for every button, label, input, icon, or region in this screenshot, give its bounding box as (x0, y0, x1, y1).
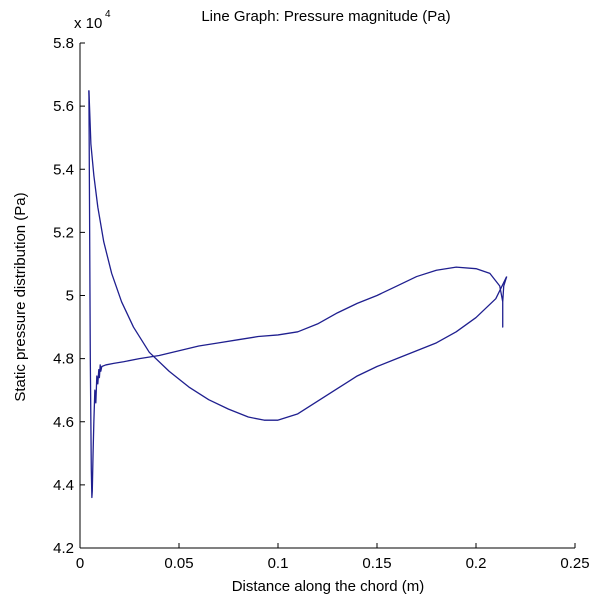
y-tick-label: 4.6 (53, 414, 74, 431)
x-tick-label: 0.25 (560, 555, 589, 572)
y-multiplier-exponent: 4 (105, 9, 111, 20)
y-tick-label: 4.8 (53, 351, 74, 368)
y-tick-label: 5.2 (53, 224, 74, 241)
y-multiplier-base: x 10 (74, 15, 102, 32)
x-tick-label: 0 (76, 555, 84, 572)
y-tick-label: 5.8 (53, 35, 74, 52)
y-axis-title: Static pressure distribution (Pa) (12, 192, 29, 401)
x-tick-label: 0.15 (362, 555, 391, 572)
series-line-2 (88, 90, 508, 499)
x-axis-ticks: 0 0.05 0.1 0.15 0.2 0.25 (76, 543, 590, 572)
x-tick-label: 0.1 (268, 555, 289, 572)
y-tick-label: 4.2 (53, 540, 74, 557)
x-axis-title: Distance along the chord (m) (232, 578, 425, 595)
y-tick-label: 4.4 (53, 477, 74, 494)
chart-title: Line Graph: Pressure magnitude (Pa) (201, 8, 450, 25)
x-tick-label: 0.05 (164, 555, 193, 572)
series-line-1 (88, 90, 508, 421)
x-tick-label: 0.2 (466, 555, 487, 572)
series-layer (88, 90, 508, 499)
y-tick-label: 5.6 (53, 98, 74, 115)
y-tick-label: 5.4 (53, 161, 74, 178)
y-axis-ticks: 4.2 4.4 4.6 4.8 5 5.2 5.4 5.6 5.8 (53, 35, 85, 557)
y-tick-label: 5 (66, 288, 74, 305)
